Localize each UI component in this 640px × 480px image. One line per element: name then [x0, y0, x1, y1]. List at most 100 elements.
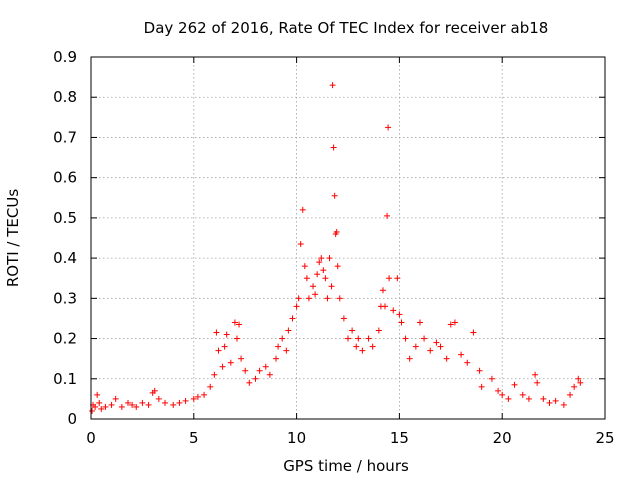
- data-point: [451, 319, 458, 326]
- data-point: [402, 335, 409, 342]
- data-point: [470, 329, 477, 336]
- data-point: [155, 395, 162, 402]
- data-point: [310, 283, 317, 290]
- data-point: [336, 295, 343, 302]
- data-point: [312, 291, 319, 298]
- data-point: [384, 212, 391, 219]
- data-point: [359, 347, 366, 354]
- data-point: [369, 343, 376, 350]
- data-point: [478, 383, 485, 390]
- data-point: [256, 367, 263, 374]
- data-point: [495, 387, 502, 394]
- data-point: [394, 275, 401, 282]
- data-point: [236, 321, 243, 328]
- data-point: [437, 343, 444, 350]
- data-point: [334, 263, 341, 270]
- plot-frame: [90, 56, 606, 420]
- data-point: [355, 335, 362, 342]
- data-point: [552, 397, 559, 404]
- data-point: [328, 283, 335, 290]
- axis-tick-labels: 0 5 10 15 20 25 0 0.1 0.2 0.3 0.4 0.5 0.6 0.7 0.8 0.9: [53, 48, 614, 447]
- axis-ticks: [90, 56, 606, 420]
- data-point: [322, 275, 329, 282]
- y-tick-label: 0.5: [53, 209, 77, 227]
- data-point: [125, 399, 132, 406]
- data-point: [571, 383, 578, 390]
- data-point: [262, 363, 269, 370]
- data-point: [540, 395, 547, 402]
- data-point: [511, 381, 518, 388]
- data-point: [398, 319, 405, 326]
- data-point: [567, 391, 574, 398]
- data-point: [379, 287, 386, 294]
- data-points: [89, 82, 584, 414]
- data-point: [534, 379, 541, 386]
- data-point: [365, 335, 372, 342]
- data-point: [305, 295, 312, 302]
- data-point: [505, 395, 512, 402]
- data-point: [275, 343, 282, 350]
- y-tick-label: 0.9: [53, 48, 77, 66]
- data-point: [211, 371, 218, 378]
- data-point: [316, 259, 323, 266]
- data-point: [340, 315, 347, 322]
- data-point: [382, 303, 389, 310]
- data-point: [297, 241, 304, 248]
- data-point: [227, 359, 234, 366]
- data-point: [546, 399, 553, 406]
- data-point: [329, 82, 336, 89]
- data-point: [238, 355, 245, 362]
- data-point: [283, 347, 290, 354]
- data-point: [326, 255, 333, 262]
- data-point: [427, 347, 434, 354]
- data-point: [301, 263, 308, 270]
- data-point: [221, 343, 228, 350]
- data-point: [560, 401, 567, 408]
- data-point: [233, 335, 240, 342]
- data-point: [170, 401, 177, 408]
- data-point: [349, 327, 356, 334]
- data-point: [476, 367, 483, 374]
- data-point: [320, 267, 327, 274]
- data-point: [330, 144, 337, 151]
- data-point: [295, 295, 302, 302]
- data-point: [266, 371, 273, 378]
- data-point: [386, 275, 393, 282]
- data-point: [223, 331, 230, 338]
- data-point: [129, 401, 136, 408]
- x-tick-label: 20: [493, 429, 512, 447]
- y-tick-label: 0.2: [53, 330, 77, 348]
- x-tick-label: 5: [189, 429, 199, 447]
- data-point: [443, 355, 450, 362]
- data-point: [433, 339, 440, 346]
- data-point: [333, 228, 340, 235]
- chart-title: Day 262 of 2016, Rate Of TEC Index for r…: [144, 19, 549, 37]
- data-point: [89, 407, 96, 414]
- x-tick-label: 15: [390, 429, 409, 447]
- data-point: [94, 391, 101, 398]
- data-point: [324, 295, 331, 302]
- data-point: [201, 391, 208, 398]
- grid: [91, 57, 605, 419]
- data-point: [231, 319, 238, 326]
- y-tick-label: 0.1: [53, 370, 77, 388]
- data-point: [499, 391, 506, 398]
- data-point: [519, 391, 526, 398]
- data-point: [396, 311, 403, 318]
- data-point: [318, 255, 325, 262]
- y-axis-title: ROTI / TECUs: [4, 189, 22, 287]
- y-tick-label: 0.3: [53, 289, 77, 307]
- data-point: [176, 399, 183, 406]
- data-point: [112, 395, 119, 402]
- x-tick-label: 25: [595, 429, 614, 447]
- data-point: [299, 206, 306, 213]
- data-point: [108, 401, 115, 408]
- data-point: [293, 303, 300, 310]
- data-point: [139, 399, 146, 406]
- data-point: [194, 393, 201, 400]
- data-point: [532, 371, 539, 378]
- data-point: [273, 355, 280, 362]
- data-point: [133, 403, 140, 410]
- data-point: [145, 401, 152, 408]
- data-point: [464, 359, 471, 366]
